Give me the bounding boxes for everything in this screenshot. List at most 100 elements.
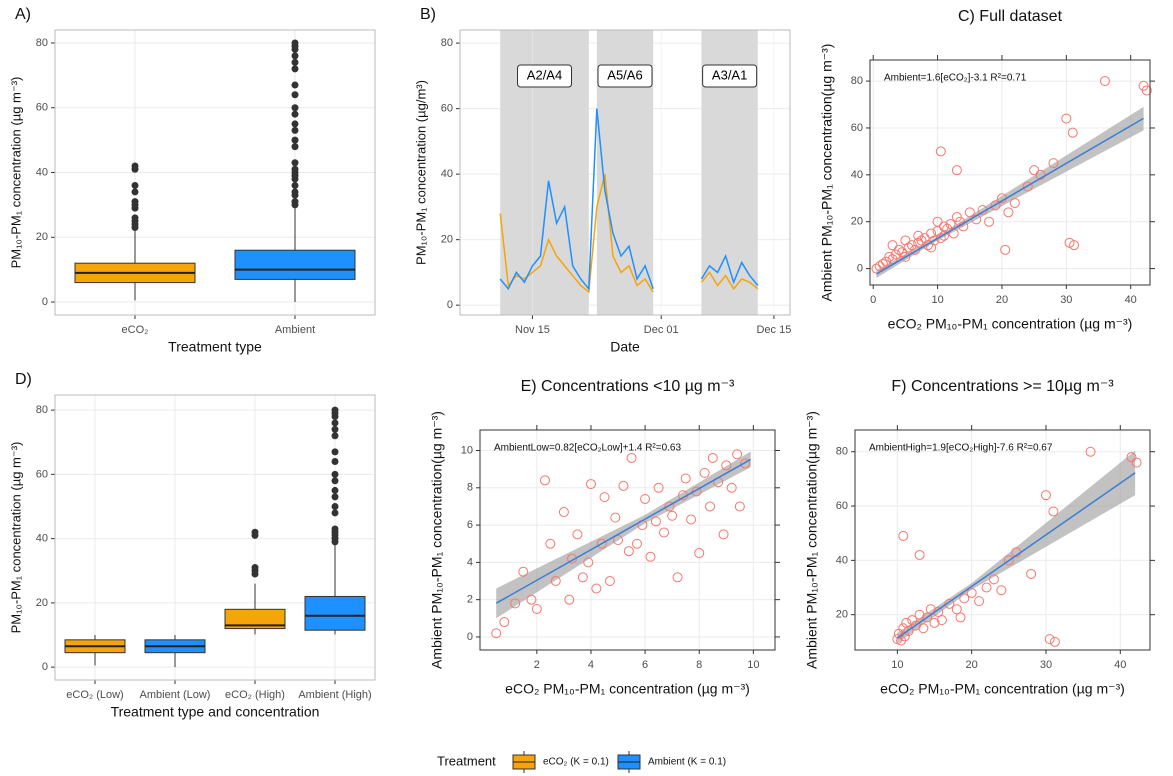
x-axis-title: eCO₂ PM₁₀-PM₁ concentration (µg m⁻³)	[505, 681, 750, 697]
point	[550, 576, 561, 587]
point	[900, 235, 911, 246]
point	[653, 482, 664, 493]
x-tick-label: 20	[966, 659, 978, 671]
point	[1141, 85, 1152, 96]
y-tick-label: 0	[857, 263, 863, 275]
y-tick-label: 20	[441, 234, 453, 246]
y-tick-label: 40	[36, 533, 48, 545]
point	[929, 235, 940, 246]
point	[577, 572, 588, 583]
y-axis-title: PM₁₀-PM₁ concentration (µg/m³)	[413, 80, 428, 265]
point	[971, 214, 982, 225]
point	[907, 615, 918, 626]
point	[959, 593, 970, 604]
point	[572, 529, 583, 540]
point	[613, 535, 624, 545]
y-tick-label: 80	[441, 37, 453, 49]
point	[659, 527, 670, 538]
point	[1061, 113, 1072, 124]
point	[922, 240, 933, 251]
point	[531, 603, 542, 614]
annotation: AmbientLow=0.82[eCO₂Low]+1.4 R²=0.63	[494, 443, 681, 454]
y-tick-label: 60	[836, 500, 848, 512]
point	[951, 165, 962, 176]
point	[925, 604, 936, 615]
outlier	[291, 159, 299, 167]
outlier	[331, 470, 339, 478]
plot-border	[854, 429, 1151, 651]
point	[926, 242, 937, 253]
y-tick-label: 10	[461, 444, 473, 456]
point	[599, 492, 610, 503]
point	[964, 207, 975, 218]
plot-border	[54, 394, 376, 681]
outlier	[291, 104, 299, 112]
point	[686, 514, 697, 525]
point	[510, 598, 521, 609]
y-tick-label: 60	[36, 102, 48, 114]
period-label: A3/A1	[712, 67, 747, 82]
point	[564, 594, 575, 605]
point	[610, 512, 621, 523]
point	[887, 240, 898, 251]
x-tick-label: eCO₂ (High)	[225, 689, 285, 701]
box	[234, 249, 356, 280]
y-tick-label: 4	[467, 556, 473, 568]
point	[667, 510, 678, 521]
point	[1099, 76, 1110, 87]
y-tick-label: 0	[447, 299, 453, 311]
plot-background	[55, 395, 375, 680]
y-tick-label: 20	[836, 609, 848, 621]
plot-border	[479, 429, 776, 651]
point	[545, 538, 556, 549]
period-label: A2/A4	[527, 67, 562, 82]
y-tick-label: 40	[36, 166, 48, 178]
panel: 0 20 40 60 80 eCO₂ Ambient A) Treatment type PM₁₀…	[8, 6, 376, 355]
point	[1131, 457, 1142, 468]
outlier	[291, 165, 299, 173]
point	[718, 529, 729, 540]
panel-title: D)	[15, 371, 32, 388]
panel-title: A)	[15, 6, 31, 23]
x-tick-label: 40	[1125, 294, 1137, 306]
outlier	[331, 406, 339, 414]
point	[974, 596, 985, 607]
outlier	[291, 91, 299, 99]
point	[981, 582, 992, 593]
y-tick-label: 40	[441, 168, 453, 180]
point	[900, 251, 911, 262]
x-tick-label: 40	[1114, 659, 1126, 671]
outlier	[331, 525, 339, 533]
box	[304, 595, 366, 631]
point	[893, 244, 904, 255]
point	[932, 216, 943, 227]
point	[984, 216, 995, 227]
point	[966, 587, 977, 598]
point	[680, 473, 691, 484]
outlier	[251, 564, 259, 572]
x-axis-title: Date	[610, 339, 640, 355]
legend-label: Ambient (K = 0.1)	[648, 757, 726, 768]
plot-border	[869, 59, 1151, 286]
panel: 0 20 40 60 80 0 10 20 30 40 Ambient=1.6[eCO₂]-3.1 …	[819, 8, 1155, 332]
period-label-box	[597, 64, 653, 88]
y-tick-label: 20	[36, 231, 48, 243]
point	[1049, 636, 1060, 647]
point	[650, 516, 661, 527]
panel: 0 20 40 60 80 eCO₂ (Low) Ambient (Low) eCO₂ (Hi…	[8, 371, 376, 720]
outlier	[131, 162, 139, 170]
point	[664, 501, 675, 512]
point	[558, 507, 569, 518]
point	[640, 493, 651, 504]
point	[596, 538, 607, 549]
point	[935, 233, 946, 244]
y-tick-label: 60	[441, 103, 453, 115]
point	[903, 242, 914, 253]
point	[910, 620, 921, 631]
outlier	[331, 432, 339, 440]
legend: Treatment eCO₂ (K = 0.1) Ambient (K = 0.1)	[437, 751, 726, 773]
point	[871, 263, 882, 274]
point	[951, 604, 962, 615]
outlier	[291, 136, 299, 144]
point	[694, 548, 705, 559]
